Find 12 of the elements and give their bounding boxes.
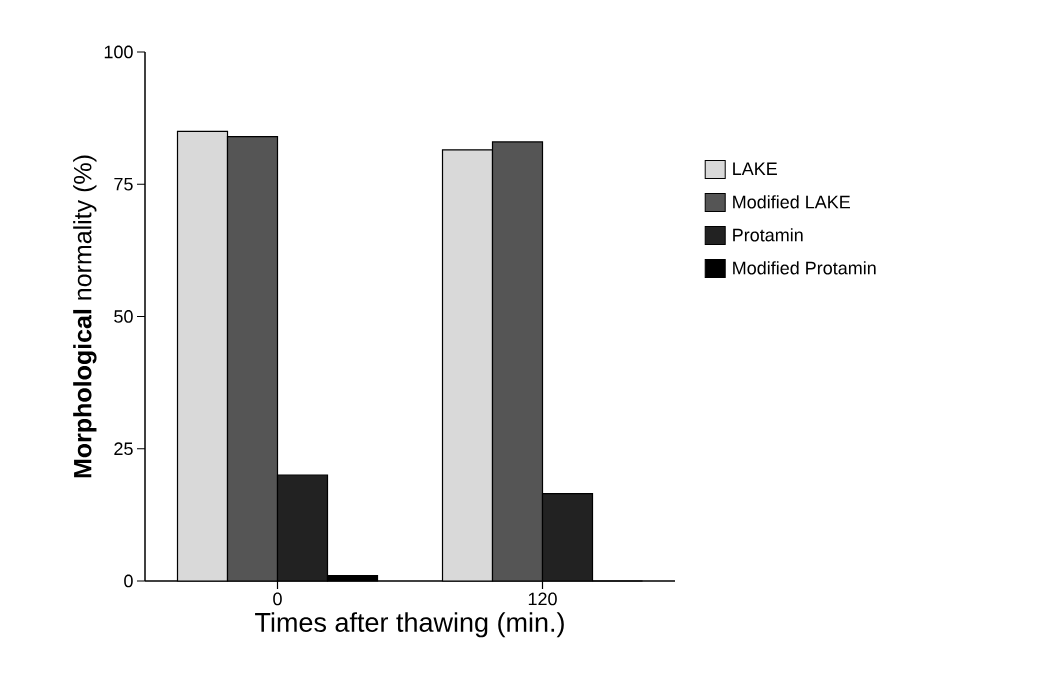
legend-label: LAKE [733, 162, 777, 175]
x-tick-label: 120 [528, 592, 557, 606]
legend-label: Modified LAKE [733, 195, 850, 209]
y-tick-label: 50 [114, 310, 133, 323]
y-tick-label: 25 [114, 442, 133, 456]
y-axis-title: Morphological normality (%) [73, 155, 97, 478]
y-tick-label: 75 [114, 177, 133, 191]
legend-label: Protamin [733, 228, 803, 242]
x-axis-title: Times after thawing (min.) [255, 612, 564, 638]
legend-label: Modified Protamin [733, 261, 876, 275]
y-tick-label: 0 [124, 574, 133, 588]
y-tick-label: 100 [104, 45, 133, 59]
